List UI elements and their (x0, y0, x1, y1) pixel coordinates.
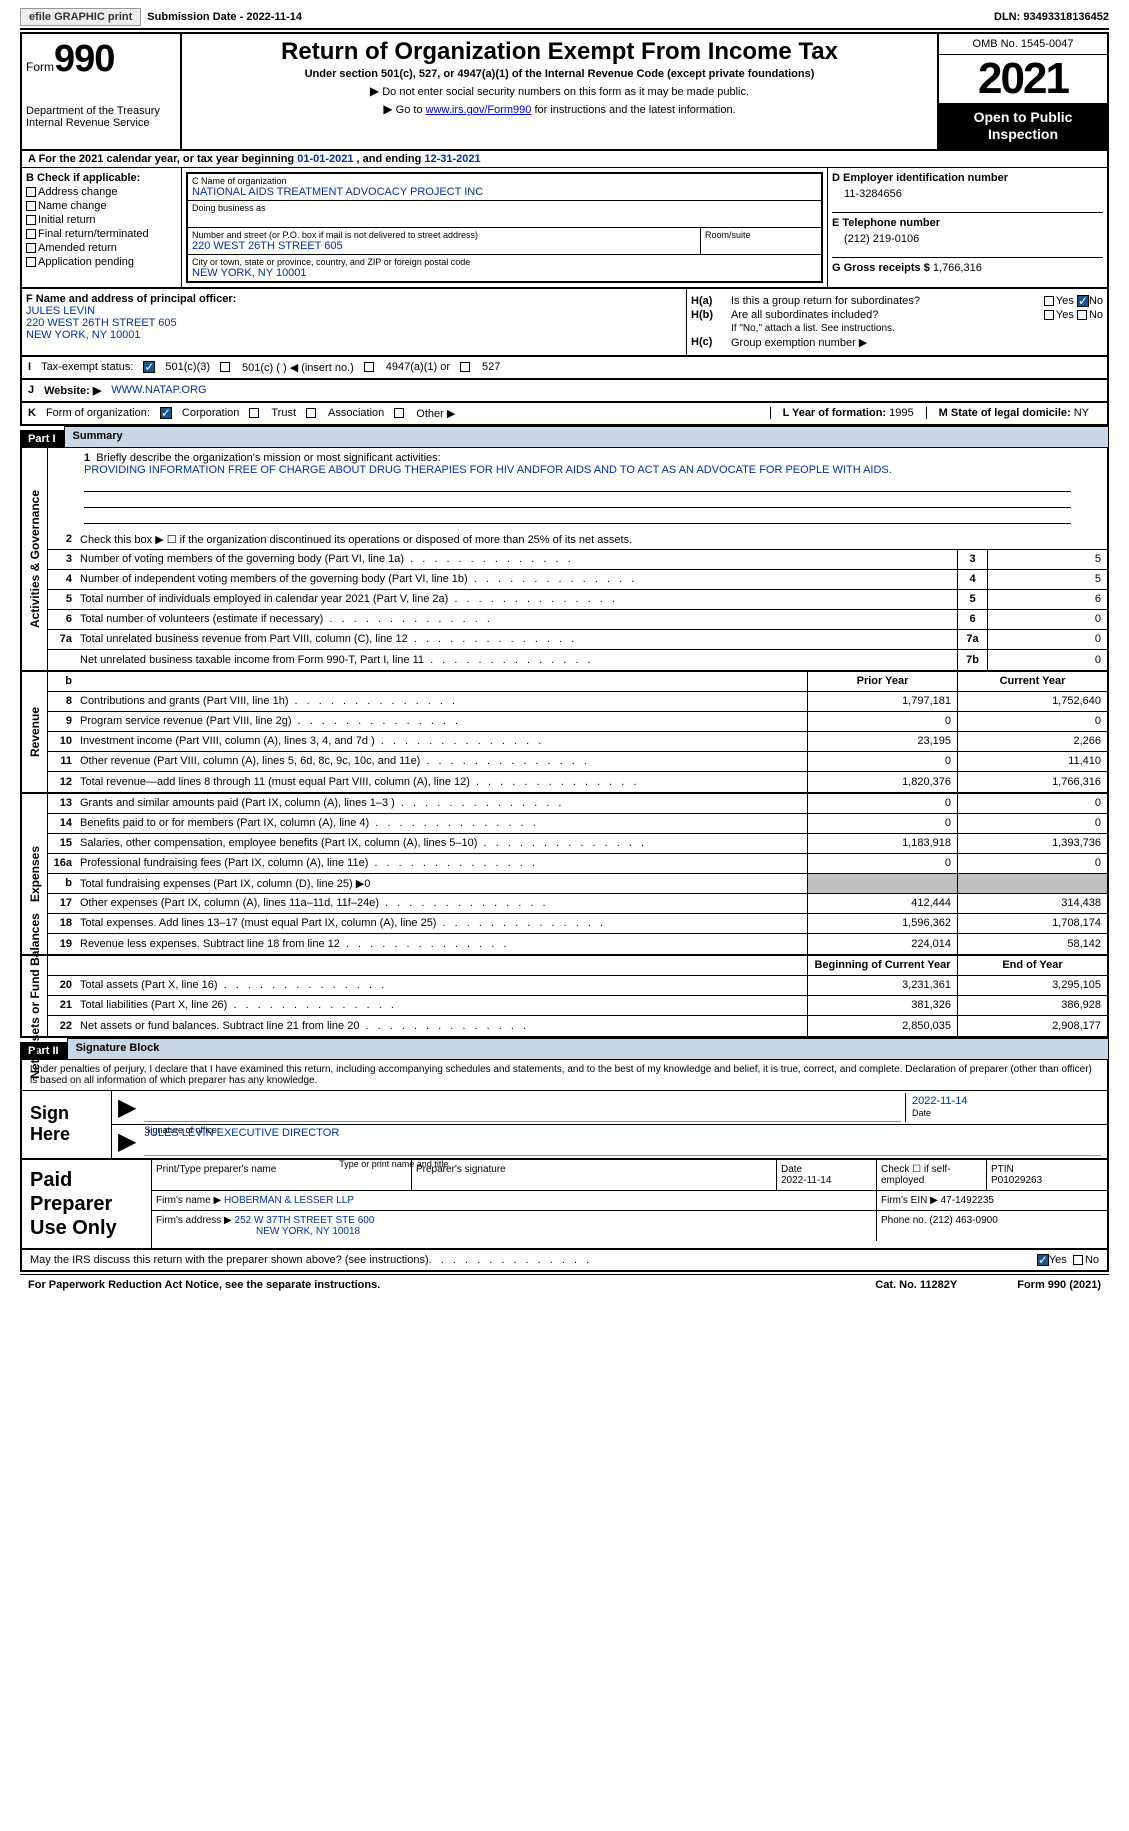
officer-name-field: JULES LEVIN EXECUTIVE DIRECTORType or pr… (144, 1127, 1101, 1156)
revenue-row: 8Contributions and grants (Part VIII, li… (48, 692, 1107, 712)
gross-receipts: 1,766,316 (933, 262, 982, 274)
part-1: Part ISummary Activities & Governance 1 … (20, 426, 1109, 1038)
col-c-org: C Name of organization NATIONAL AIDS TRE… (182, 168, 827, 287)
revenue-row: 11Other revenue (Part VIII, column (A), … (48, 752, 1107, 772)
vlabel-activities: Activities & Governance (22, 448, 48, 670)
open-inspection: Open to Public Inspection (939, 103, 1107, 149)
paid-preparer: Paid Preparer Use Only Print/Type prepar… (20, 1160, 1109, 1250)
irs-link[interactable]: www.irs.gov/Form990 (426, 104, 532, 116)
chk-name[interactable] (26, 201, 36, 211)
row-j-website: JWebsite: ▶ WWW.NATAP.ORG (20, 380, 1109, 403)
summary-row: 5Total number of individuals employed in… (48, 590, 1107, 610)
department: Department of the Treasury Internal Reve… (26, 105, 176, 129)
chk-address[interactable] (26, 187, 36, 197)
expense-row: 19Revenue less expenses. Subtract line 1… (48, 934, 1107, 954)
org-street: 220 WEST 26TH STREET 605 (192, 240, 696, 252)
chk-final[interactable] (26, 229, 36, 239)
chk-assoc[interactable] (306, 408, 316, 418)
org-city: NEW YORK, NY 10001 (192, 267, 817, 279)
chk-hb-yes[interactable] (1044, 310, 1054, 320)
note-1: ▶ Do not enter social security numbers o… (186, 84, 933, 98)
chk-amended[interactable] (26, 243, 36, 253)
org-name: NATIONAL AIDS TREATMENT ADVOCACY PROJECT… (192, 186, 817, 198)
revenue-row: 9Program service revenue (Part VIII, lin… (48, 712, 1107, 732)
form-subtitle: Under section 501(c), 527, or 4947(a)(1)… (186, 68, 933, 80)
expense-row: 14Benefits paid to or for members (Part … (48, 814, 1107, 834)
perjury-declaration: Under penalties of perjury, I declare th… (22, 1060, 1107, 1091)
summary-row: Net unrelated business taxable income fr… (48, 650, 1107, 670)
form-title: Return of Organization Exempt From Incom… (186, 38, 933, 66)
chk-527[interactable] (460, 362, 470, 372)
omb-number: OMB No. 1545-0047 (939, 34, 1107, 55)
form-header: Form990 Department of the Treasury Inter… (20, 32, 1109, 151)
block-bcde: B Check if applicable: Address change Na… (20, 168, 1109, 289)
dln: DLN: 93493318136452 (994, 11, 1109, 23)
name-arrow-icon: ▶ (114, 1127, 140, 1156)
summary-row: 3Number of voting members of the governi… (48, 550, 1107, 570)
website-url: WWW.NATAP.ORG (111, 384, 206, 396)
chk-discuss-no[interactable] (1073, 1255, 1083, 1265)
summary-row: 7aTotal unrelated business revenue from … (48, 630, 1107, 650)
part-2: Part IISignature Block Under penalties o… (20, 1038, 1109, 1272)
form-number: 990 (54, 38, 114, 80)
chk-discuss-yes[interactable] (1037, 1254, 1049, 1266)
officer-signature[interactable]: Signature of officer (144, 1093, 901, 1122)
chk-501c[interactable] (220, 362, 230, 372)
expense-row: 17Other expenses (Part IX, column (A), l… (48, 894, 1107, 914)
row-a-calendar: A For the 2021 calendar year, or tax yea… (20, 151, 1109, 168)
chk-pending[interactable] (26, 257, 36, 267)
netassets-row: 21Total liabilities (Part X, line 26)381… (48, 996, 1107, 1016)
col-b-checkboxes: B Check if applicable: Address change Na… (22, 168, 182, 287)
revenue-row: 10Investment income (Part VIII, column (… (48, 732, 1107, 752)
chk-501c3[interactable] (143, 361, 155, 373)
chk-corp[interactable] (160, 407, 172, 419)
netassets-row: 20Total assets (Part X, line 16)3,231,36… (48, 976, 1107, 996)
ein: 11-3284656 (832, 184, 1103, 204)
revenue-row: 12Total revenue—add lines 8 through 11 (… (48, 772, 1107, 792)
irs-discuss-row: May the IRS discuss this return with the… (20, 1250, 1109, 1272)
officer-name: JULES LEVIN (26, 305, 682, 317)
chk-ha-no[interactable] (1077, 295, 1089, 307)
netassets-row: 22Net assets or fund balances. Subtract … (48, 1016, 1107, 1036)
efile-button[interactable]: efile GRAPHIC print (20, 8, 141, 26)
chk-trust[interactable] (249, 408, 259, 418)
expense-row: 16aProfessional fundraising fees (Part I… (48, 854, 1107, 874)
chk-initial[interactable] (26, 215, 36, 225)
tax-year: 2021 (939, 55, 1107, 103)
chk-other[interactable] (394, 408, 404, 418)
expense-row: 18Total expenses. Add lines 13–17 (must … (48, 914, 1107, 934)
form-label: Form (26, 60, 54, 74)
page-footer: For Paperwork Reduction Act Notice, see … (20, 1274, 1109, 1295)
chk-4947[interactable] (364, 362, 374, 372)
vlabel-revenue: Revenue (22, 672, 48, 792)
signature-arrow-icon: ▶ (114, 1093, 140, 1122)
sign-here-label: Sign Here (22, 1091, 112, 1158)
part1-header: Part I (20, 430, 64, 448)
expense-row: 15Salaries, other compensation, employee… (48, 834, 1107, 854)
expense-row: 13Grants and similar amounts paid (Part … (48, 794, 1107, 814)
top-bar: efile GRAPHIC print Submission Date - 20… (20, 8, 1109, 30)
mission-text: PROVIDING INFORMATION FREE OF CHARGE ABO… (84, 464, 892, 476)
row-k-form-org: KForm of organization: Corporation Trust… (20, 403, 1109, 426)
telephone: (212) 219-0106 (832, 229, 1103, 249)
part2-header: Part II (20, 1042, 67, 1060)
block-f-officer: F Name and address of principal officer:… (20, 289, 1109, 357)
row-i-status: ITax-exempt status: 501(c)(3) 501(c) ( )… (20, 357, 1109, 380)
summary-row: 6Total number of volunteers (estimate if… (48, 610, 1107, 630)
col-d-ein: D Employer identification number 11-3284… (827, 168, 1107, 287)
chk-ha-yes[interactable] (1044, 296, 1054, 306)
vlabel-netassets: Net Assets or Fund Balances (22, 956, 48, 1036)
submission-date: Submission Date - 2022-11-14 (147, 11, 302, 23)
summary-row: 4Number of independent voting members of… (48, 570, 1107, 590)
chk-hb-no[interactable] (1077, 310, 1087, 320)
expense-row: bTotal fundraising expenses (Part IX, co… (48, 874, 1107, 894)
note-2: ▶ Go to www.irs.gov/Form990 for instruct… (186, 102, 933, 116)
